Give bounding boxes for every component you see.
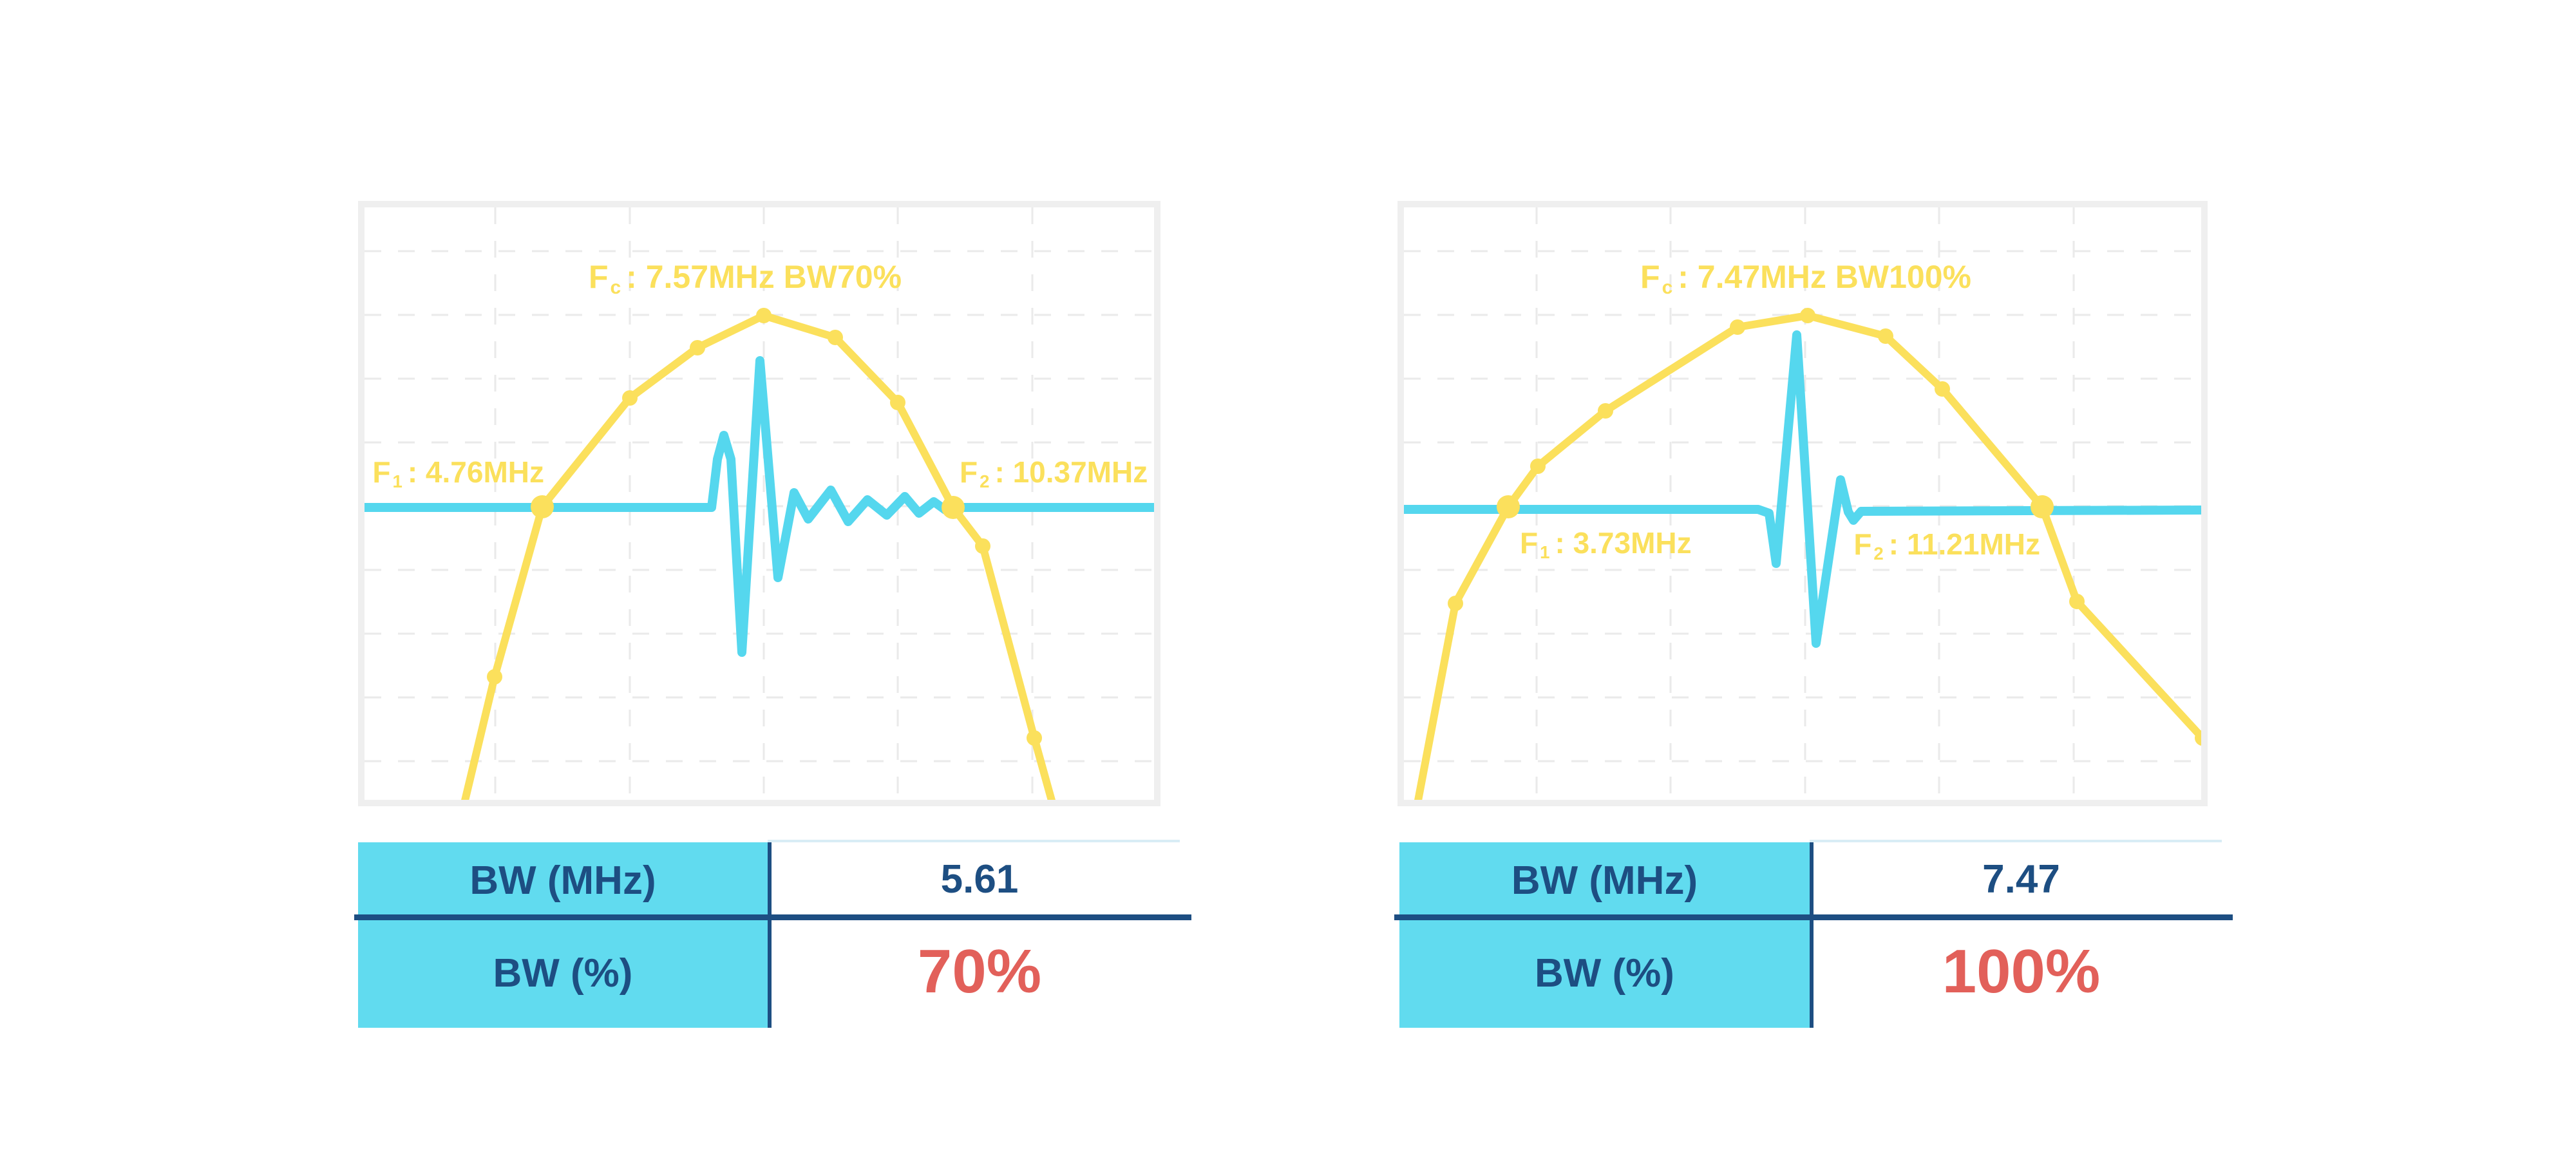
f1-label-value: : 3.73MHz xyxy=(1555,526,1692,560)
data-point-marker xyxy=(1878,328,1893,344)
data-point-marker xyxy=(1730,319,1745,335)
bw-percent-value: 100% xyxy=(1942,937,2101,1006)
table-top-rule xyxy=(1810,840,2222,842)
spectrum-curve xyxy=(461,312,1056,800)
data-point-marker xyxy=(1027,730,1042,746)
table-top-rule xyxy=(768,840,1180,842)
f1-label-prefix: F xyxy=(1520,526,1539,560)
f1-label-subscript: 1 xyxy=(1540,542,1550,563)
bandwidth-edge-marker xyxy=(2031,495,2054,518)
f2-label-prefix: F xyxy=(960,455,978,489)
table-row-label-bw-pct: BW (%) xyxy=(358,920,768,1028)
f1-label-value: : 4.76MHz xyxy=(407,455,544,489)
fc-label-value: : 7.57MHz BW70% xyxy=(626,259,902,295)
f1-label-prefix: F xyxy=(372,455,391,489)
chart-plot-area-right xyxy=(1404,207,2201,800)
data-point-marker xyxy=(1530,459,1546,474)
f1-label-subscript: 1 xyxy=(392,471,402,492)
data-point-marker xyxy=(1448,596,1463,611)
data-point-marker xyxy=(756,308,772,323)
table-row-label-bw-pct: BW (%) xyxy=(1399,920,1810,1028)
bw-mhz-value: 5.61 xyxy=(940,857,1019,902)
table-column-divider xyxy=(768,842,772,1028)
table-column-divider xyxy=(1810,842,1814,1028)
bandwidth-edge-marker xyxy=(531,495,554,518)
table-row-label-bw-mhz: BW (MHz) xyxy=(1399,842,1810,920)
data-point-marker xyxy=(2195,730,2201,746)
data-point-marker xyxy=(2069,594,2085,609)
f2-label-value: : 10.37MHz xyxy=(994,455,1148,489)
fc-label-value: : 7.47MHz BW100% xyxy=(1678,259,1971,295)
spectrum-curve xyxy=(1414,312,2201,800)
bw-percent-value: 70% xyxy=(917,937,1042,1006)
data-point-marker xyxy=(622,390,638,406)
table-row-label-bw-mhz: BW (MHz) xyxy=(358,842,768,920)
data-point-marker xyxy=(828,330,843,345)
fc-label-subscript: c xyxy=(610,277,621,298)
data-point-marker xyxy=(1598,403,1613,419)
data-point-marker xyxy=(975,538,990,554)
table-row-divider xyxy=(354,914,1191,920)
bandwidth-edge-marker xyxy=(1497,495,1520,518)
row-label-text: BW (MHz) xyxy=(469,858,656,903)
pulse-waveform xyxy=(1404,330,2201,648)
chart-plot-area-left xyxy=(365,207,1154,800)
bw-mhz-value: 7.47 xyxy=(1982,857,2060,902)
row-label-text: BW (%) xyxy=(493,951,633,996)
table-header-column: BW (MHz) BW (%) xyxy=(358,842,768,1028)
table-row-divider xyxy=(1394,914,2233,920)
row-label-text: BW (MHz) xyxy=(1511,858,1698,903)
f2-label-value: : 11.21MHz xyxy=(1888,527,2040,561)
fc-label-prefix: F xyxy=(1640,259,1660,295)
f2-label-prefix: F xyxy=(1853,527,1872,561)
table-header-column: BW (MHz) BW (%) xyxy=(1399,842,1810,1028)
f2-label-subscript: 2 xyxy=(980,471,990,492)
data-point-marker xyxy=(690,340,705,355)
data-point-marker xyxy=(890,395,905,410)
row-label-text: BW (%) xyxy=(1535,951,1674,996)
f2-label-subscript: 2 xyxy=(1873,544,1884,564)
fc-label-subscript: c xyxy=(1662,277,1673,298)
bandwidth-edge-marker xyxy=(942,496,965,519)
data-point-marker xyxy=(487,669,502,685)
pulse-waveform xyxy=(365,356,1154,657)
fc-label-prefix: F xyxy=(588,259,609,295)
data-point-marker xyxy=(1800,308,1815,323)
data-point-marker xyxy=(1935,381,1950,397)
